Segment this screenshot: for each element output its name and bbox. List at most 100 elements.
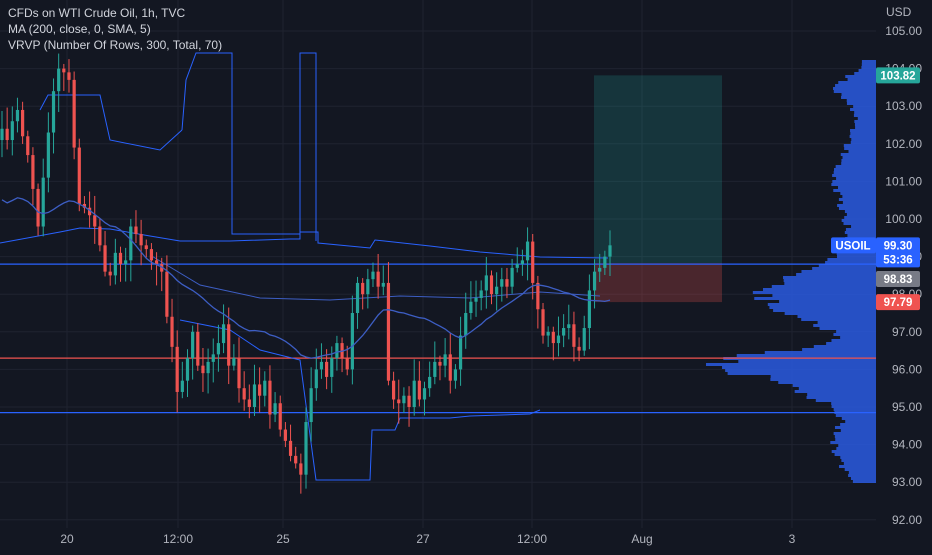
price-badges: 103.82 USOIL 99.30 53:36 98.83 97.79	[831, 67, 920, 311]
candle-body	[386, 282, 391, 381]
profile-row	[838, 198, 876, 201]
profile-row	[836, 252, 876, 255]
time-tick-label: 20	[60, 532, 74, 546]
candle-body	[510, 267, 514, 287]
candle-body	[242, 388, 246, 400]
candle-body	[170, 316, 174, 347]
candle-body	[608, 245, 612, 257]
profile-row	[831, 450, 876, 453]
candle-body	[134, 226, 138, 235]
profile-row	[819, 327, 876, 330]
profile-row	[840, 192, 876, 195]
candle-body	[154, 260, 159, 265]
profile-row	[834, 453, 876, 456]
profile-row	[844, 216, 876, 219]
price-tick-label: 100.00	[885, 212, 922, 226]
profile-row	[796, 273, 876, 276]
time-tick-label: 12:00	[517, 532, 547, 546]
candle-body	[489, 275, 494, 295]
vwap-band-upper	[0, 227, 609, 259]
profile-row	[849, 135, 876, 138]
badge-high-bg	[876, 67, 920, 84]
profile-row	[841, 162, 876, 165]
profile-row	[752, 291, 876, 294]
target-zone	[594, 75, 722, 263]
candle-body	[505, 279, 509, 287]
profile-row	[831, 339, 876, 342]
profile-row	[837, 204, 876, 207]
vwap-band-lower	[179, 319, 541, 481]
profile-row	[794, 390, 876, 393]
candle-body	[31, 155, 35, 189]
time-axis[interactable]: 20 12:00 25 27 12:00 Aug 3	[60, 532, 795, 546]
candle-body	[371, 271, 375, 280]
candle-body	[562, 328, 566, 336]
price-tick-label: 97.00	[892, 325, 922, 339]
profile-row	[846, 213, 876, 216]
candle-body	[319, 361, 324, 370]
chart-legend: CFDs on WTI Crude Oil, 1h, TVC MA (200, …	[8, 5, 222, 53]
profile-row	[778, 381, 876, 384]
candle-body	[268, 380, 272, 415]
legend-title[interactable]: CFDs on WTI Crude Oil, 1h, TVC	[8, 6, 186, 20]
profile-row	[847, 78, 876, 81]
legend-ma[interactable]: MA (200, close, 0, SMA, 5)	[8, 22, 151, 36]
candle-body	[546, 331, 550, 336]
candle-body	[149, 249, 154, 261]
legend-vrvp[interactable]: VRVP (Number Of Rows, 300, Total, 70)	[8, 38, 223, 52]
candle-body	[433, 361, 437, 377]
profile-row	[850, 132, 876, 135]
candle-body	[376, 271, 380, 287]
profile-row	[771, 285, 876, 288]
profile-row	[833, 408, 876, 411]
profile-row	[857, 117, 876, 120]
candle-body	[299, 463, 303, 475]
profile-row	[783, 279, 876, 282]
candle-body	[118, 252, 123, 265]
time-tick-label: Aug	[631, 532, 652, 546]
candle-body	[314, 369, 318, 389]
profile-row	[836, 255, 876, 258]
profile-row	[798, 387, 876, 390]
profile-row	[840, 336, 876, 339]
profile-row	[807, 393, 876, 396]
candle-body	[500, 279, 504, 287]
candle-body	[5, 128, 9, 141]
price-tick-label: 92.00	[892, 513, 922, 527]
profile-row	[831, 402, 876, 405]
candle-body	[469, 301, 473, 313]
candle-body	[103, 245, 107, 272]
profile-row	[844, 231, 876, 234]
profile-row	[845, 420, 876, 423]
profile-row	[834, 426, 876, 429]
candle-body	[598, 267, 602, 272]
profile-row	[769, 306, 876, 309]
candle-body	[144, 245, 148, 250]
candle-body	[495, 286, 499, 295]
badge-high: 103.82	[880, 70, 915, 82]
profile-row	[813, 345, 876, 348]
candle-body	[541, 309, 545, 336]
profile-row	[815, 399, 876, 402]
profile-row	[854, 72, 876, 75]
ma-line	[1, 197, 611, 359]
position-zones	[594, 75, 722, 303]
candle-body	[381, 282, 385, 287]
badge-last: 99.30	[884, 240, 913, 252]
profile-row	[827, 258, 876, 261]
candle-body	[237, 358, 241, 389]
candle-body	[525, 241, 530, 261]
profile-row	[848, 150, 876, 153]
profile-row	[842, 195, 876, 198]
profile-row	[835, 438, 876, 441]
candle-body	[422, 388, 427, 400]
profile-row	[840, 456, 876, 459]
candle-body	[325, 361, 329, 377]
profile-row	[772, 294, 876, 297]
profile-row	[725, 369, 876, 372]
time-tick-label: 12:00	[163, 532, 193, 546]
profile-row	[838, 81, 876, 84]
